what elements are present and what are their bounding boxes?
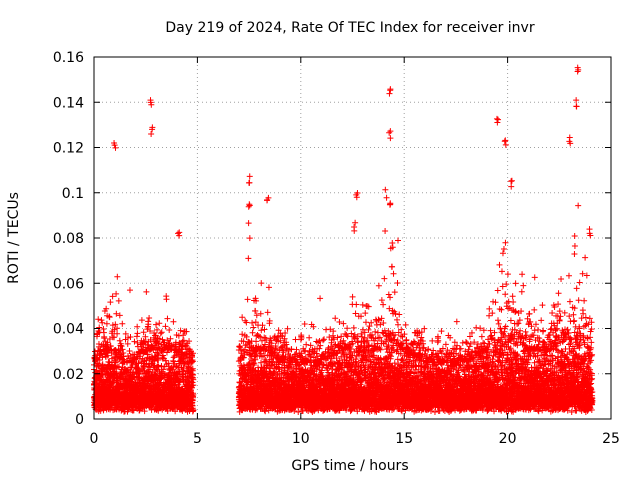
data-point bbox=[122, 330, 129, 337]
data-point bbox=[114, 325, 121, 332]
data-point bbox=[131, 338, 138, 345]
data-points bbox=[91, 64, 596, 416]
data-point bbox=[115, 297, 122, 304]
data-point bbox=[111, 326, 118, 333]
data-point bbox=[135, 360, 142, 367]
data-point bbox=[109, 293, 116, 300]
data-point bbox=[98, 317, 105, 324]
data-point bbox=[114, 330, 121, 337]
data-point bbox=[113, 290, 120, 297]
data-point bbox=[115, 348, 122, 355]
data-point bbox=[104, 339, 111, 346]
data-point bbox=[99, 319, 106, 326]
data-point bbox=[116, 337, 123, 344]
data-point bbox=[119, 346, 126, 353]
data-point bbox=[113, 364, 120, 371]
data-point bbox=[95, 328, 102, 335]
data-point bbox=[114, 273, 121, 280]
data-point bbox=[116, 312, 123, 319]
data-point bbox=[103, 305, 110, 312]
data-point bbox=[96, 324, 103, 331]
data-point bbox=[134, 330, 141, 337]
data-point bbox=[114, 363, 121, 370]
chart-title: Day 219 of 2024, Rate Of TEC Index for r… bbox=[165, 20, 534, 36]
data-point bbox=[138, 317, 145, 324]
data-point bbox=[126, 348, 133, 355]
data-point bbox=[112, 321, 119, 328]
data-point bbox=[133, 354, 140, 361]
data-point bbox=[118, 343, 125, 350]
data-point bbox=[104, 352, 111, 359]
data-point bbox=[106, 314, 113, 321]
data-point bbox=[113, 310, 120, 317]
data-point bbox=[95, 316, 102, 323]
data-point bbox=[95, 341, 102, 348]
grid-lines bbox=[94, 57, 611, 419]
data-point bbox=[111, 334, 118, 341]
data-point bbox=[126, 287, 133, 294]
data-point bbox=[134, 323, 141, 330]
data-point bbox=[119, 320, 126, 327]
data-point bbox=[124, 340, 131, 347]
data-point bbox=[99, 361, 106, 368]
data-point bbox=[101, 335, 108, 342]
data-point bbox=[103, 320, 110, 327]
data-point bbox=[107, 299, 114, 306]
data-point bbox=[127, 333, 134, 340]
